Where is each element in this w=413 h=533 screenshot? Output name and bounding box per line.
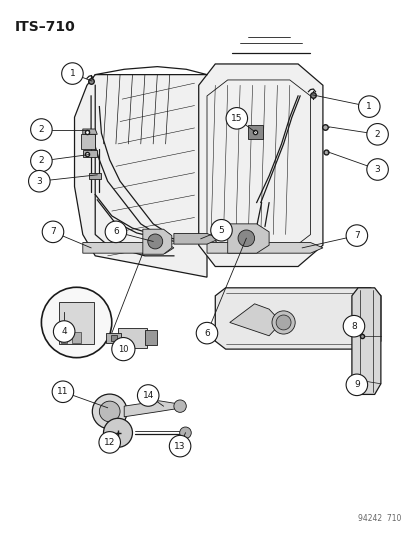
Polygon shape <box>111 335 116 341</box>
Text: 2: 2 <box>38 157 44 165</box>
Polygon shape <box>351 288 380 394</box>
Polygon shape <box>248 125 262 139</box>
Text: 94242  710: 94242 710 <box>357 514 401 523</box>
Circle shape <box>237 230 254 247</box>
Circle shape <box>52 381 74 402</box>
Circle shape <box>137 385 159 406</box>
Text: 2: 2 <box>38 125 44 134</box>
Circle shape <box>99 401 120 422</box>
Text: 7: 7 <box>50 228 56 236</box>
Circle shape <box>173 400 186 413</box>
Text: 14: 14 <box>142 391 154 400</box>
Text: 11: 11 <box>57 387 69 396</box>
Circle shape <box>92 394 127 429</box>
Polygon shape <box>142 229 171 254</box>
Circle shape <box>196 322 217 344</box>
Text: 8: 8 <box>350 322 356 330</box>
Text: 10: 10 <box>118 345 128 353</box>
Circle shape <box>169 435 190 457</box>
Circle shape <box>41 287 112 358</box>
Circle shape <box>28 171 50 192</box>
Polygon shape <box>83 129 97 134</box>
Text: 6: 6 <box>113 228 119 236</box>
Text: 5: 5 <box>218 226 224 235</box>
Polygon shape <box>229 304 281 336</box>
Circle shape <box>62 63 83 84</box>
Polygon shape <box>145 330 157 345</box>
Circle shape <box>366 124 387 145</box>
Polygon shape <box>81 134 95 149</box>
Polygon shape <box>118 328 147 348</box>
Polygon shape <box>215 288 380 349</box>
Circle shape <box>53 321 75 342</box>
Circle shape <box>358 96 379 117</box>
Polygon shape <box>74 75 206 277</box>
Circle shape <box>271 311 294 334</box>
Text: 7: 7 <box>353 231 359 240</box>
Polygon shape <box>198 64 322 266</box>
Polygon shape <box>105 333 121 343</box>
Circle shape <box>103 418 132 447</box>
Polygon shape <box>83 243 173 253</box>
Circle shape <box>210 220 232 241</box>
Text: 4: 4 <box>61 327 67 336</box>
Circle shape <box>342 316 364 337</box>
Text: 6: 6 <box>204 329 209 337</box>
Polygon shape <box>89 173 101 179</box>
Text: 3: 3 <box>36 177 42 185</box>
Circle shape <box>147 234 162 249</box>
Circle shape <box>366 159 387 180</box>
Polygon shape <box>83 150 97 157</box>
Text: ITS–710: ITS–710 <box>14 20 75 34</box>
Text: 15: 15 <box>230 114 242 123</box>
Circle shape <box>345 374 367 395</box>
Circle shape <box>112 337 135 361</box>
Polygon shape <box>173 233 219 244</box>
Text: 3: 3 <box>374 165 380 174</box>
Circle shape <box>42 221 64 243</box>
Circle shape <box>275 315 290 330</box>
Polygon shape <box>61 335 66 343</box>
Circle shape <box>345 225 367 246</box>
Polygon shape <box>227 224 268 253</box>
Circle shape <box>225 108 247 129</box>
Text: 1: 1 <box>366 102 371 111</box>
Polygon shape <box>206 243 322 253</box>
Circle shape <box>31 119 52 140</box>
Circle shape <box>99 432 120 453</box>
Text: 9: 9 <box>353 381 359 389</box>
Text: 13: 13 <box>174 442 185 450</box>
Text: 2: 2 <box>374 130 380 139</box>
Text: 12: 12 <box>104 438 115 447</box>
Polygon shape <box>72 332 81 343</box>
Circle shape <box>105 221 126 243</box>
Circle shape <box>179 427 191 439</box>
Polygon shape <box>59 302 94 344</box>
Circle shape <box>31 150 52 172</box>
Polygon shape <box>124 401 176 417</box>
Text: 1: 1 <box>69 69 75 78</box>
